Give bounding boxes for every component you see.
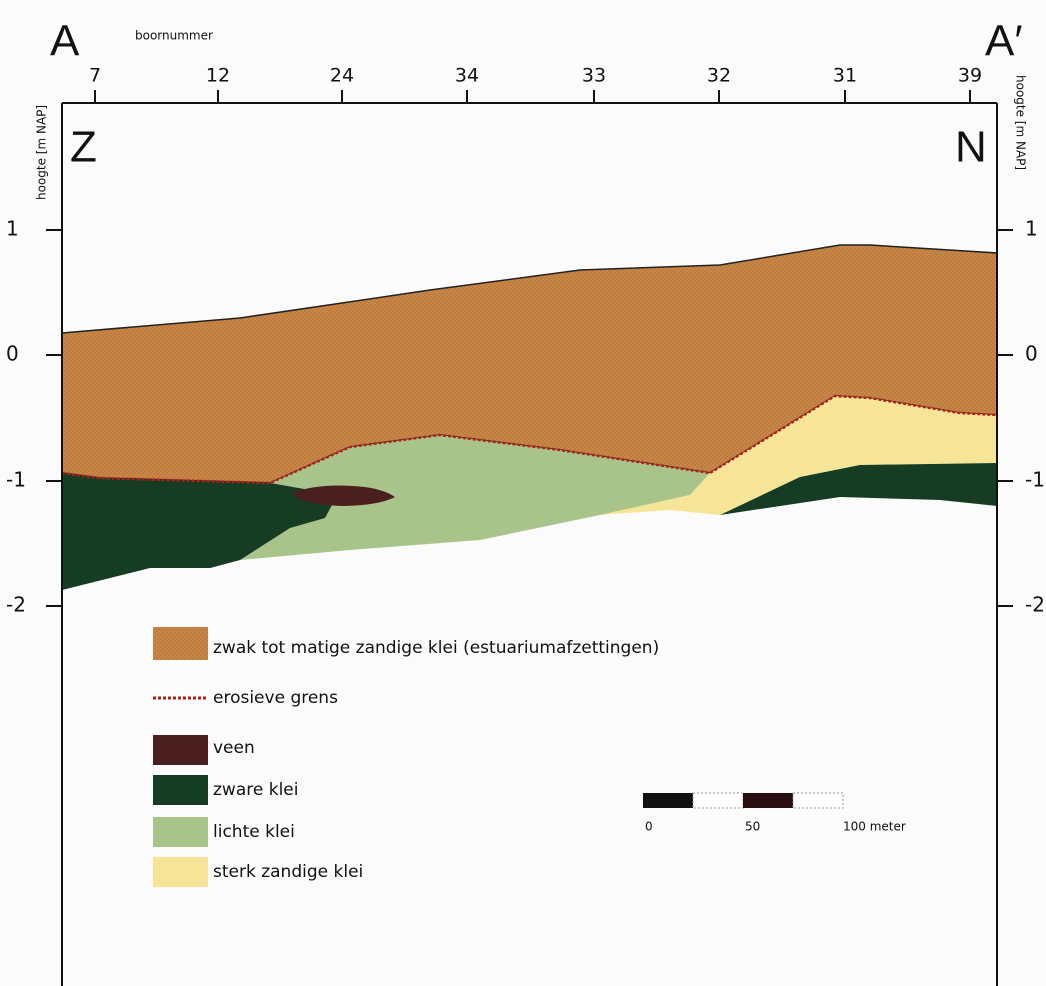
legend-label: erosieve grens bbox=[213, 688, 338, 708]
right-axis-label: hoogte [m NAP] bbox=[1014, 75, 1028, 170]
borehole-number: 24 bbox=[330, 65, 354, 87]
legend-swatch bbox=[153, 627, 208, 660]
left-tick-label: 1 bbox=[6, 217, 19, 241]
borehole-title: boornummer bbox=[135, 29, 213, 43]
left-tick-label: -1 bbox=[6, 468, 26, 492]
borehole-number: 33 bbox=[582, 65, 606, 87]
borehole-number: 12 bbox=[206, 65, 230, 87]
left-tick-label: -2 bbox=[6, 593, 26, 617]
scale-segment bbox=[643, 793, 693, 808]
legend-label: sterk zandige klei bbox=[213, 862, 363, 882]
borehole-number: 7 bbox=[89, 65, 101, 87]
left-axis-label: hoogte [m NAP] bbox=[35, 105, 49, 200]
south-label: Z bbox=[70, 123, 97, 172]
section-end: A′ bbox=[985, 17, 1023, 66]
scale-segment bbox=[793, 793, 843, 808]
legend-label: zwak tot matige zandige klei (estuariuma… bbox=[213, 638, 659, 658]
scale-label: 50 bbox=[745, 820, 760, 834]
legend-swatch bbox=[153, 775, 208, 805]
legend-swatch bbox=[153, 817, 208, 847]
north-label: N bbox=[955, 123, 987, 172]
right-tick-label: 0 bbox=[1025, 342, 1038, 366]
borehole-number: 34 bbox=[455, 65, 479, 87]
right-tick-label: -2 bbox=[1025, 593, 1045, 617]
right-tick-label: 1 bbox=[1025, 217, 1038, 241]
left-tick-label: 0 bbox=[6, 342, 19, 366]
borehole-number: 32 bbox=[707, 65, 731, 87]
legend-label: veen bbox=[213, 738, 255, 758]
right-tick-label: -1 bbox=[1025, 468, 1045, 492]
cross-section: A A′ boornummer Z N hoogte [m NAP] hoogt… bbox=[0, 0, 1046, 986]
section-start: A bbox=[50, 17, 80, 66]
legend-label: lichte klei bbox=[213, 822, 295, 842]
scale-label: 100 meter bbox=[843, 820, 906, 834]
scale-label: 0 bbox=[645, 820, 653, 834]
borehole-number: 31 bbox=[833, 65, 857, 87]
scale-segment bbox=[693, 793, 743, 808]
borehole-number: 39 bbox=[958, 65, 982, 87]
legend-label: zware klei bbox=[213, 780, 298, 800]
scale-segment bbox=[743, 793, 793, 808]
legend-swatch bbox=[153, 735, 208, 765]
legend-swatch bbox=[153, 857, 208, 887]
